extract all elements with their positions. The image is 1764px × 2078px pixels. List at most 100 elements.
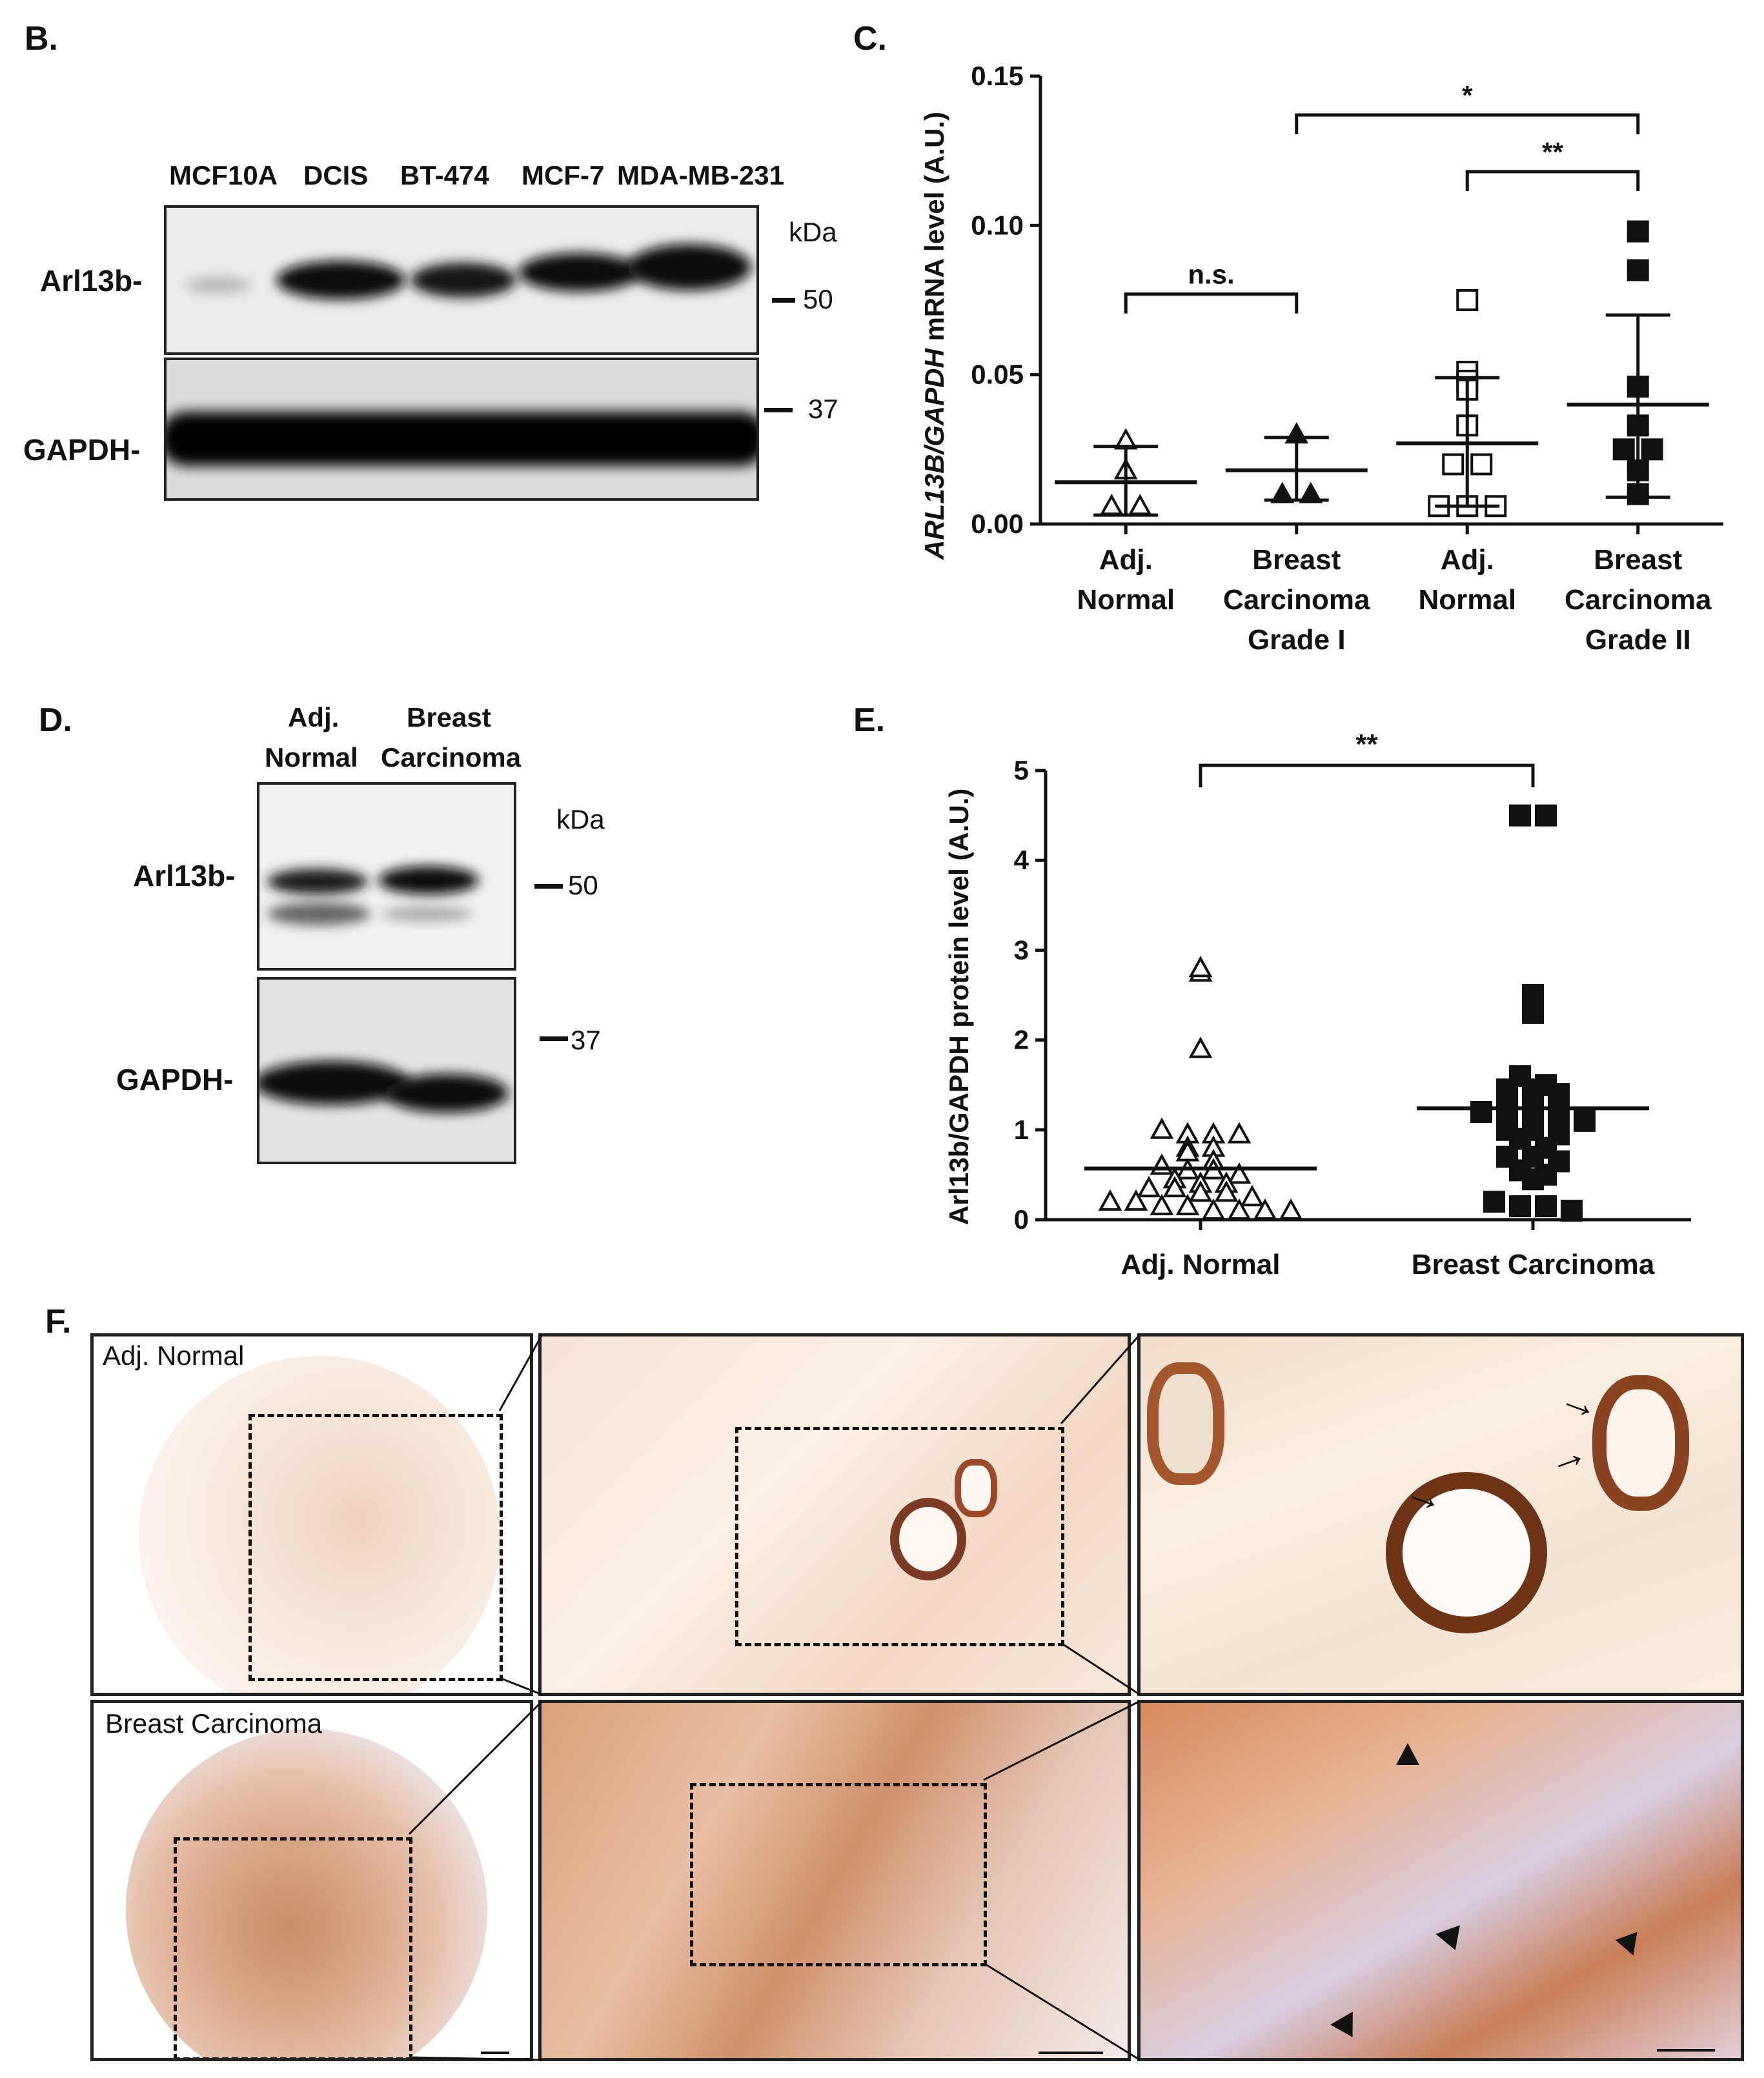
lane-label-breast-2: Carcinoma — [381, 742, 522, 772]
gapdh-bands-d — [259, 1061, 509, 1113]
chart-e-point — [1227, 1162, 1252, 1184]
chart-e-point — [1279, 1198, 1303, 1220]
marker-37-label-d: 37 — [571, 1025, 601, 1055]
scale-bar-3 — [1657, 2049, 1715, 2052]
blot-label-arl13b: Arl13b- — [40, 264, 143, 298]
chart-e-significance-label: ** — [1355, 729, 1378, 760]
chart-e-point — [1522, 984, 1544, 1006]
panel-f-letter: F. — [45, 1303, 72, 1340]
chart-c-ylabel-rest: mRNA level (A.U.) — [919, 112, 949, 348]
western-blot-arl13b-d — [257, 782, 516, 971]
chart-e-ytick-label: 3 — [1014, 934, 1029, 965]
lane-label-adj-1: Adj. — [288, 702, 340, 732]
blot-label-gapdh: GAPDH- — [23, 433, 141, 467]
gapdh-band-row — [167, 412, 756, 466]
chart-e-point — [1253, 1198, 1277, 1220]
chart-e-point — [1535, 804, 1557, 827]
marker-50-tick-d — [534, 884, 563, 889]
chart-c-xtick-label: Grade I — [1248, 624, 1346, 656]
western-blot-arl13b — [164, 205, 759, 355]
chart-e-point — [1509, 804, 1531, 827]
triangle-icon-1 — [1396, 1743, 1419, 1765]
inset-box-normal-1 — [248, 1414, 503, 1681]
blot-label-arl13b-d: Arl13b- — [133, 859, 236, 893]
chart-e-point — [1162, 1176, 1187, 1198]
chart-c-ytick-label: 0.00 — [971, 509, 1024, 539]
micrograph-carcinoma-overview: Breast Carcinoma — [90, 1700, 533, 2061]
chart-c-xtick-label: Adj. — [1441, 544, 1494, 576]
chart-e-point — [1483, 1191, 1505, 1213]
chart-c-significance-label: n.s. — [1188, 259, 1234, 290]
chart-c-ylabel: ARL13B/GAPDH mRNA level (A.U.) — [919, 112, 949, 560]
chart-e-ytick-label: 5 — [1014, 755, 1029, 785]
chart-e-point — [1137, 1176, 1161, 1198]
chart-c-point — [1128, 494, 1152, 516]
kda-label-d: kDa — [556, 804, 605, 834]
lane-label-mcf10a: MCF10A — [169, 160, 278, 190]
inset-box-normal-2 — [735, 1427, 1064, 1646]
triangle-icon-3 — [1615, 1932, 1645, 1960]
chart-e-ylabel: Arl13b/GAPDH protein level (A.U.) — [944, 789, 974, 1226]
chart-e-point — [1470, 1100, 1492, 1123]
chart-e: Arl13b/GAPDH protein level (A.U.) 0 1 2 3 4 5… — [944, 729, 1691, 1280]
band-d-adj-upper — [267, 869, 368, 894]
row-label-normal: Adj. Normal — [103, 1340, 245, 1371]
chart-c-ytick-label: 0.10 — [971, 210, 1024, 240]
chart-e-point — [1509, 1127, 1531, 1150]
triangle-icon-2 — [1435, 1925, 1468, 1955]
panel-d-letter: D. — [39, 701, 72, 739]
chart-e-ytick-label: 1 — [1014, 1115, 1029, 1145]
band-d-gapdh-adj — [259, 1061, 409, 1105]
chart-c-significance-bracket — [1295, 113, 1640, 135]
chart-e-point — [1522, 1100, 1544, 1123]
chart-c-point — [1099, 494, 1124, 516]
chart-e-point — [1522, 1002, 1544, 1024]
kda-label: kDa — [789, 217, 837, 247]
chart-c-significance-label: * — [1462, 80, 1473, 110]
chart-e-point — [1509, 1195, 1531, 1218]
chart-e-point — [1522, 1168, 1544, 1191]
chart-c-ylabel-italic: ARL13B/GAPDH — [919, 348, 949, 560]
chart-e-point — [1561, 1200, 1583, 1222]
triangle-icon-4 — [1330, 2012, 1364, 2044]
chart-e-point — [1188, 1180, 1213, 1202]
band-mcf7 — [518, 253, 641, 292]
chart-e-point — [1188, 956, 1213, 978]
chart-c-point — [1456, 289, 1479, 311]
lane-label-mdamb231: MDA-MB-231 — [617, 160, 785, 190]
chart-e-point — [1098, 1189, 1122, 1211]
marker-50-label: 50 — [803, 284, 833, 314]
panel-b-letter: B. — [25, 20, 58, 57]
chart-c-point — [1612, 438, 1635, 461]
micrograph-normal-zoom1 — [538, 1333, 1131, 1696]
band-bt474 — [411, 263, 516, 298]
inset-box-carcinoma-2 — [690, 1783, 987, 1966]
chart-c-significance-label: ** — [1542, 137, 1563, 167]
band-d-gapdh-bc — [385, 1074, 509, 1113]
chart-c-xtick-label: Grade II — [1585, 624, 1691, 656]
lane-label-adj-2: Normal — [265, 742, 358, 772]
chart-c-xtick-label: Carcinoma — [1565, 584, 1712, 616]
chart-e-xtick-label: Adj. Normal — [1121, 1249, 1281, 1280]
western-blot-gapdh — [164, 358, 759, 501]
chart-c: ARL13B/GAPDH mRNA level (A.U.) 0.00 0.05 0… — [919, 61, 1723, 656]
chart-c-point — [1641, 438, 1663, 461]
band-mdamb231 — [627, 244, 751, 290]
lane-label-bt474: BT-474 — [400, 160, 489, 190]
arl13b-bands — [186, 244, 751, 299]
vessel-normal-zoom2-left — [1147, 1362, 1224, 1485]
chart-c-xtick-label: Normal — [1077, 584, 1175, 616]
chart-e-point — [1227, 1122, 1252, 1144]
chart-e-point — [1175, 1194, 1200, 1216]
chart-e-point — [1548, 1150, 1570, 1173]
marker-37-tick — [764, 408, 793, 412]
chart-c-point — [1270, 481, 1295, 503]
gapdh-bands — [167, 412, 756, 466]
panel-c-letter: C. — [853, 20, 887, 57]
chart-e-point — [1496, 1100, 1518, 1123]
chart-e-point — [1124, 1189, 1148, 1211]
chart-c-point — [1442, 453, 1465, 476]
chart-e-point — [1214, 1180, 1239, 1202]
blot-label-gapdh-d: GAPDH- — [116, 1063, 234, 1096]
chart-e-point — [1535, 1195, 1557, 1218]
